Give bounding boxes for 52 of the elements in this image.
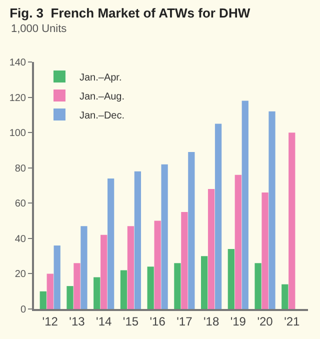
legend-label: Jan.–Dec. [79,110,125,122]
x-tick-label: '19 [230,314,246,328]
bar [147,266,154,309]
bar [188,152,195,309]
bar [54,245,60,309]
bar [200,256,208,309]
legend-label: Jan.–Aug. [79,91,125,102]
bar [268,111,276,309]
bar [181,212,188,309]
legend-label: Jan.–Apr. [79,72,122,84]
y-axis-title: 1,000 Units [11,23,68,35]
bar [208,189,215,309]
bar [108,178,114,309]
y-tick-label: 140 [9,58,26,68]
bar [120,270,128,309]
bar [154,220,161,309]
bar [127,226,134,309]
x-tick-label: '20 [257,314,274,328]
x-tick-label: '15 [122,314,139,328]
bar [262,192,268,309]
bar [40,291,46,309]
y-tick-label: 40 [14,234,26,245]
bar [282,284,288,309]
y-tick-label: 60 [14,198,26,210]
bar [234,174,242,309]
bar [66,286,74,309]
bar [74,263,80,309]
y-tick-label: 0 [20,304,26,316]
bar [214,124,222,309]
bar [242,100,248,309]
bar [161,164,168,309]
bar [134,171,142,309]
x-tick-label: '17 [176,314,193,328]
y-tick-label: 120 [9,92,26,104]
bar [100,234,108,309]
y-tick-label: 20 [14,269,26,280]
x-tick-label: '21 [284,314,300,328]
y-tick-label: 80 [14,163,26,174]
chart-title: Fig. 3 French Market of ATWs for DHW [10,6,251,21]
bar [254,263,262,309]
x-tick-label: '13 [69,314,86,328]
bar [94,277,100,309]
bar [80,226,88,309]
x-tick-label: '18 [203,314,220,328]
bar [174,263,181,309]
y-tick-label: 100 [9,128,26,140]
x-tick-label: '12 [42,314,58,328]
bar [288,132,296,309]
bar [228,249,234,309]
x-tick-label: '14 [96,314,112,328]
bar [46,274,54,309]
x-tick-label: '16 [150,314,166,328]
